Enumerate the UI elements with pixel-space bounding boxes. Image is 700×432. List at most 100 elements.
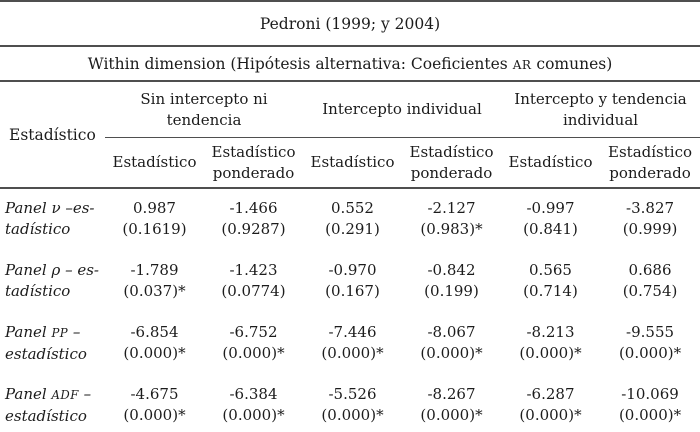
stat-value: -1.466 [229, 199, 278, 217]
stat-pvalue: (0.199) [424, 282, 479, 300]
row-label-panel-rho: Panel ρ – es- tadístico [0, 251, 105, 313]
stat-cell: -0.842 (0.199) [402, 251, 501, 313]
group-header-row: Estadístico Sin intercepto ni tendencia … [0, 81, 700, 189]
stat-value: 0.552 [331, 199, 374, 217]
subheader-estadistico-3: Estadístico [501, 137, 600, 189]
row-header-estadistico: Estadístico [0, 81, 105, 189]
stat-cell: -6.854 (0.000)* [105, 313, 204, 375]
table-subtitle: Within dimension (Hipótesis alternativa:… [0, 46, 700, 82]
row-label-line2: tadístico [5, 220, 71, 238]
subtitle-smallcaps-ar: AR [512, 57, 532, 72]
stat-pvalue: (0.291) [325, 220, 380, 238]
stat-value: -6.854 [130, 323, 179, 341]
table-row-panel-v: Panel ν –es- tadístico 0.987 (0.1619) -1.… [0, 188, 700, 251]
stat-value: -8.267 [427, 385, 476, 403]
row-label-line2: estadístico [5, 407, 87, 425]
stat-pvalue: (0.000)* [222, 344, 285, 362]
label-pre: Panel [5, 199, 52, 217]
stat-pvalue: (0.999) [622, 220, 678, 238]
stat-cell: -8.213 (0.000)* [501, 313, 600, 375]
stat-cell: -1.789 (0.037)* [105, 251, 204, 313]
stat-cell: -6.384 (0.000)* [204, 375, 303, 432]
group-header-intercepto-tendencia: Intercepto y tendencia individual [501, 81, 700, 138]
stat-pvalue: (0.9287) [221, 220, 286, 238]
row-label-line2: estadístico [5, 345, 87, 363]
label-symbol-nu: ν [51, 199, 61, 217]
row-label-line2: tadístico [5, 282, 71, 300]
stat-value: 0.565 [529, 261, 572, 279]
stat-cell: -9.555 (0.000)* [600, 313, 700, 375]
stat-cell: -1.466 (0.9287) [204, 188, 303, 251]
label-symbol-pp: PP [51, 326, 69, 340]
row-label-panel-v: Panel ν –es- tadístico [0, 188, 105, 251]
table-row-panel-rho: Panel ρ – es- tadístico -1.789 (0.037)* -… [0, 251, 700, 313]
label-pre: Panel [5, 385, 52, 403]
group-header-intercepto-individual: Intercepto individual [303, 81, 501, 138]
table-row-panel-adf: Panel ADF – estadístico -4.675 (0.000)* -… [0, 375, 700, 432]
stat-value: -2.127 [427, 199, 476, 217]
stat-value: 0.686 [628, 261, 672, 279]
stat-cell: -0.997 (0.841) [501, 188, 600, 251]
stat-pvalue: (0.714) [523, 282, 578, 300]
title-row: Pedroni (1999; y 2004) [0, 1, 700, 47]
stat-value: -1.789 [130, 261, 179, 279]
stat-pvalue: (0.000)* [123, 406, 186, 424]
subheader-row: Estadístico Estadístico ponderado Estadí… [0, 137, 700, 189]
stat-pvalue: (0.841) [523, 220, 578, 238]
stat-value: -1.423 [229, 261, 278, 279]
stat-cell: -1.423 (0.0774) [204, 251, 303, 313]
stat-cell: -7.446 (0.000)* [303, 313, 402, 375]
stat-cell: -6.752 (0.000)* [204, 313, 303, 375]
stat-pvalue: (0.754) [622, 282, 678, 300]
stat-value: -9.555 [626, 323, 675, 341]
stat-value: -0.842 [427, 261, 476, 279]
subheader-estadistico-2: Estadístico [303, 137, 402, 189]
row-label-line1: Panel ν –es- [5, 198, 104, 219]
label-pre: Panel [5, 323, 52, 341]
stat-pvalue: (0.000)* [222, 406, 285, 424]
stat-pvalue: (0.000)* [420, 344, 483, 362]
stat-cell: 0.686 (0.754) [600, 251, 700, 313]
label-post: – [78, 385, 92, 403]
stat-value: -7.446 [328, 323, 377, 341]
stat-value: -8.213 [526, 323, 575, 341]
stat-value: -5.526 [328, 385, 377, 403]
stat-cell: -0.970 (0.167) [303, 251, 402, 313]
stat-value: -4.675 [130, 385, 179, 403]
label-symbol-rho: ρ [51, 261, 61, 279]
row-label-line1: Panel ρ – es- [5, 260, 104, 281]
stat-pvalue: (0.000)* [618, 406, 682, 424]
subheader-ponderado-2: Estadístico ponderado [402, 137, 501, 189]
row-label-line1: Panel PP – [5, 322, 104, 344]
stat-cell: -2.127 (0.983)* [402, 188, 501, 251]
stat-cell: 0.987 (0.1619) [105, 188, 204, 251]
stat-pvalue: (0.000)* [519, 406, 582, 424]
stat-pvalue: (0.983)* [420, 220, 483, 238]
row-label-line1: Panel ADF – [5, 384, 104, 406]
stat-pvalue: (0.000)* [321, 344, 384, 362]
subtitle-text-post: comunes) [531, 54, 613, 73]
stat-value: -6.287 [526, 385, 575, 403]
stat-value: -8.067 [427, 323, 476, 341]
stat-value: -6.752 [229, 323, 278, 341]
stat-pvalue: (0.000)* [519, 344, 582, 362]
stat-value: -6.384 [229, 385, 278, 403]
stat-cell: -6.287 (0.000)* [501, 375, 600, 432]
stat-value: -10.069 [621, 385, 679, 403]
group-header-sin-intercepto: Sin intercepto ni tendencia [105, 81, 303, 138]
label-pre: Panel [5, 261, 52, 279]
row-label-panel-pp: Panel PP – estadístico [0, 313, 105, 375]
stat-value: 0.987 [133, 199, 176, 217]
subheader-estadistico-1: Estadístico [105, 137, 204, 189]
stat-pvalue: (0.000)* [321, 406, 384, 424]
stat-cell: -8.067 (0.000)* [402, 313, 501, 375]
table-row-panel-pp: Panel PP – estadístico -6.854 (0.000)* -6… [0, 313, 700, 375]
stat-cell: -4.675 (0.000)* [105, 375, 204, 432]
subtitle-row: Within dimension (Hipótesis alternativa:… [0, 46, 700, 82]
stat-pvalue: (0.1619) [122, 220, 187, 238]
stat-cell: 0.565 (0.714) [501, 251, 600, 313]
stat-value: -0.997 [526, 199, 575, 217]
stat-cell: -10.069 (0.000)* [600, 375, 700, 432]
